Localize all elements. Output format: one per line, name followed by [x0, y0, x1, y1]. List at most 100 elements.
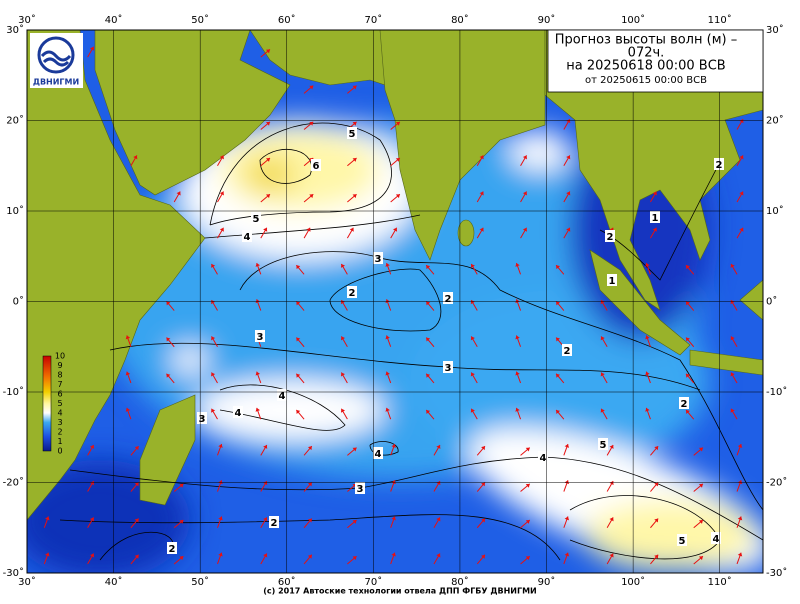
- arrow-head: [654, 554, 659, 559]
- lon-label: 80˚: [451, 576, 469, 588]
- contour-label-bg: [355, 482, 365, 494]
- arrow-head: [479, 191, 484, 196]
- contour-label-bg: [598, 438, 608, 450]
- arrow-head: [134, 446, 139, 451]
- contour-label: 3: [375, 254, 382, 265]
- arrow-head: [686, 265, 690, 270]
- arrow-head: [166, 301, 171, 306]
- lat-label: 10˚: [6, 205, 24, 217]
- arrow-head: [263, 481, 268, 486]
- contour-label: 2: [607, 232, 614, 243]
- arrow-head: [263, 517, 268, 522]
- arrow-head: [211, 336, 216, 341]
- arrow-head: [737, 444, 743, 448]
- arrow-head: [564, 552, 570, 557]
- arrow-head: [385, 371, 390, 376]
- arrow-head: [89, 553, 95, 558]
- contour-label-bg: [242, 230, 252, 242]
- arrow-head: [436, 444, 441, 449]
- contour-label: 2: [169, 544, 176, 555]
- arrow-head: [265, 194, 270, 199]
- arrow-head: [219, 191, 224, 196]
- lon-label: 30˚: [18, 576, 36, 588]
- colorbar-label: 2: [57, 428, 62, 437]
- arrow-head: [218, 480, 223, 485]
- arrow-head: [564, 480, 570, 485]
- contour-label: 4: [713, 534, 720, 545]
- lat-label: 0˚: [13, 296, 24, 308]
- land: [27, 30, 763, 521]
- arrow-head: [654, 482, 659, 487]
- lat-label: 0˚: [766, 296, 777, 308]
- arrow-head: [522, 155, 527, 160]
- contour-label-bg: [443, 292, 453, 304]
- arrow-head: [45, 552, 50, 557]
- arrow-head: [385, 335, 390, 340]
- arrow-head: [436, 553, 441, 558]
- contour-label-bg: [650, 211, 660, 223]
- lat-label: -10˚: [766, 386, 787, 398]
- arrow-head: [652, 227, 657, 232]
- contour-label-bg: [347, 127, 357, 139]
- arrow-head: [391, 444, 396, 448]
- colorbar-label: 8: [57, 371, 62, 380]
- colorbar-label: 4: [57, 409, 62, 418]
- contour-label-bg: [347, 286, 357, 298]
- arrow-head: [296, 409, 301, 414]
- arrow-head: [654, 518, 659, 523]
- arrow-head: [179, 483, 184, 488]
- arrow-head: [263, 553, 268, 558]
- lon-label: 70˚: [364, 576, 382, 588]
- contour-label-bg: [277, 389, 287, 401]
- arrow-head: [296, 265, 301, 270]
- arrow-head: [737, 516, 743, 521]
- arrow-head: [263, 444, 268, 449]
- lon-label: 80˚: [451, 14, 469, 26]
- contour-label-bg: [677, 534, 687, 546]
- arrow-head: [340, 263, 346, 268]
- arrow-head: [89, 481, 95, 486]
- wave-field: [27, 120, 763, 573]
- contour-label: 1: [609, 276, 616, 287]
- arrow-head: [176, 191, 181, 196]
- arrow-head: [436, 517, 441, 522]
- lon-label: 40˚: [105, 14, 123, 26]
- arrow-head: [179, 556, 184, 561]
- arrow-head: [307, 446, 312, 451]
- contour-label: 5: [679, 536, 686, 547]
- contour-label-bg: [373, 252, 383, 264]
- contour-label-bg: [251, 212, 261, 224]
- lon-label: 90˚: [538, 14, 556, 26]
- arrow-head: [219, 227, 224, 232]
- contour-label: 2: [564, 346, 571, 357]
- arrow-head: [609, 553, 614, 558]
- arrow-head: [340, 372, 346, 377]
- arrow-head: [564, 516, 570, 521]
- arrow-head: [45, 516, 50, 521]
- arrow-head: [739, 227, 744, 232]
- arrow-head: [564, 444, 570, 448]
- arrow-head: [133, 155, 138, 160]
- arrow-head: [134, 518, 139, 523]
- lat-label: 10˚: [766, 205, 784, 217]
- arrow-head: [609, 444, 614, 449]
- contour-label-bg: [255, 330, 265, 342]
- lat-label: -20˚: [3, 477, 24, 489]
- contour-label: 1: [652, 213, 659, 224]
- contour-label: 2: [445, 294, 452, 305]
- contour-label-bg: [233, 406, 243, 418]
- contour-label-bg: [443, 361, 453, 373]
- contour-label-bg: [714, 158, 724, 170]
- arrow-head: [352, 520, 357, 524]
- arrow-head: [395, 121, 400, 126]
- lon-label: 110˚: [708, 576, 732, 588]
- contour-label-bg: [311, 159, 321, 171]
- arrow-head: [426, 337, 431, 342]
- arrow-head: [470, 300, 475, 305]
- arrow-head: [134, 554, 139, 559]
- arrow-head: [730, 263, 735, 268]
- arrow-head: [218, 444, 223, 448]
- arrow-head: [219, 155, 224, 160]
